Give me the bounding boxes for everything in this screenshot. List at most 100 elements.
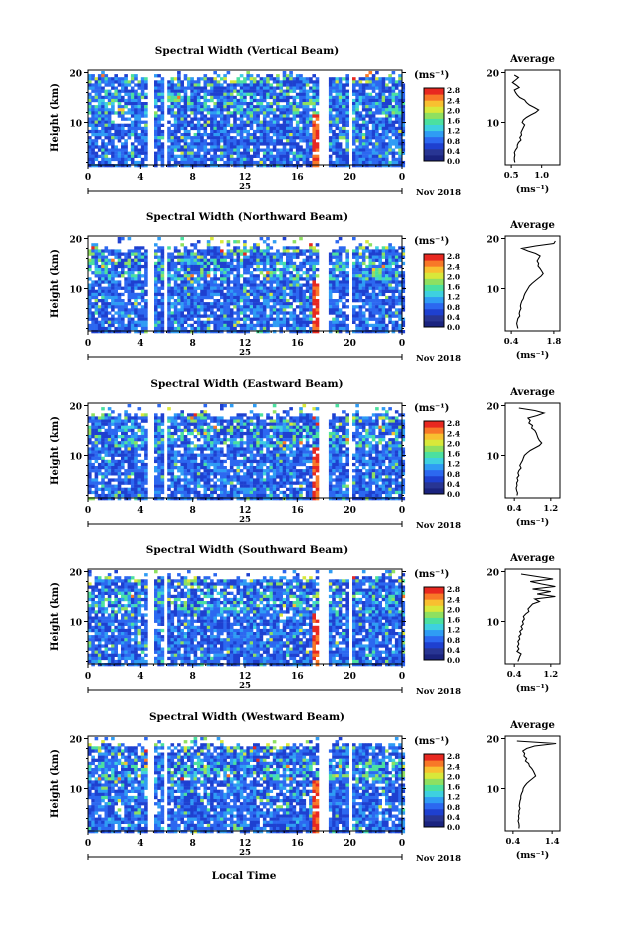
heatmap-cell — [293, 296, 297, 299]
heatmap-cell — [395, 253, 399, 256]
heatmap-cell — [217, 259, 221, 262]
heatmap-cell — [359, 330, 363, 333]
heatmap-cell — [233, 327, 237, 330]
heatmap-cell — [105, 133, 109, 136]
heatmap-cell — [273, 262, 277, 265]
heatmap-cell — [138, 102, 142, 105]
heatmap-cell — [365, 136, 369, 139]
heatmap-cell — [124, 478, 128, 481]
heatmap-cell — [385, 152, 389, 155]
heatmap-cell — [180, 139, 184, 142]
heatmap-cell — [128, 488, 132, 491]
heatmap-cell — [283, 315, 287, 318]
heatmap-cell — [375, 321, 379, 324]
heatmap-cell — [289, 280, 293, 283]
heatmap-cell — [187, 311, 191, 314]
heatmap-cell — [273, 118, 277, 121]
heatmap-cell — [385, 133, 389, 136]
heatmap-cell — [200, 139, 204, 142]
heatmap-cell — [395, 114, 399, 117]
heatmap-cell — [329, 256, 333, 259]
heatmap-cell — [210, 108, 214, 111]
heatmap-cell — [141, 311, 145, 314]
heatmap-cell — [91, 302, 95, 305]
heatmap-cell — [266, 96, 270, 99]
heatmap-cell — [194, 302, 198, 305]
heatmap-cell — [382, 302, 386, 305]
heatmap-cell — [365, 142, 369, 145]
heatmap-cell — [210, 93, 214, 96]
heatmap-cell — [227, 71, 231, 74]
heatmap-cell — [253, 121, 257, 124]
colorbar-swatch — [424, 100, 444, 107]
heatmap-cell — [256, 105, 260, 108]
heatmap-cell — [270, 111, 274, 114]
heatmap-cell — [118, 318, 122, 321]
heatmap-cell — [105, 149, 109, 152]
heatmap-cell — [312, 290, 316, 293]
heatmap-cell — [144, 139, 148, 142]
heatmap-cell — [128, 466, 132, 469]
heatmap-cell — [382, 130, 386, 133]
heatmap-cell — [270, 280, 274, 283]
heatmap-cell — [161, 99, 165, 102]
heatmap-cell — [260, 111, 264, 114]
heatmap-cell — [263, 321, 267, 324]
heatmap-cell — [118, 491, 122, 494]
heatmap-cell — [128, 296, 132, 299]
heatmap-cell — [398, 80, 402, 83]
heatmap-cell — [342, 268, 346, 271]
heatmap-cell — [279, 253, 283, 256]
heatmap-cell — [157, 324, 161, 327]
heatmap-cell — [131, 457, 135, 460]
heatmap-cell — [246, 74, 250, 77]
heatmap-cell — [365, 280, 369, 283]
heatmap-cell — [246, 280, 250, 283]
heatmap-cell — [233, 302, 237, 305]
heatmap-cell — [227, 96, 231, 99]
heatmap-cell — [246, 277, 250, 280]
heatmap-cell — [263, 249, 267, 252]
heatmap-cell — [227, 274, 231, 277]
heatmap-cell — [359, 315, 363, 318]
heatmap-cell — [184, 315, 188, 318]
heatmap-cell — [177, 127, 181, 130]
heatmap-cell — [329, 262, 333, 265]
heatmap-cell — [352, 87, 356, 90]
heatmap-cell — [230, 296, 234, 299]
heatmap-cell — [157, 265, 161, 268]
heatmap-cell — [124, 265, 128, 268]
heatmap-cell — [246, 256, 250, 259]
heatmap-cell — [256, 114, 260, 117]
heatmap-cell — [141, 164, 145, 167]
heatmap-cell — [329, 145, 333, 148]
heatmap-cell — [293, 130, 297, 133]
heatmap-cell — [375, 161, 379, 164]
heatmap-cell — [197, 293, 201, 296]
heatmap-cell — [312, 108, 316, 111]
heatmap-cell — [270, 287, 274, 290]
heatmap-cell — [372, 111, 376, 114]
heatmap-cell — [101, 457, 105, 460]
heatmap-cell — [395, 290, 399, 293]
heatmap-cell — [91, 243, 95, 246]
heatmap-cell — [230, 145, 234, 148]
y-tick-label: 20 — [69, 70, 82, 80]
heatmap-cell — [250, 311, 254, 314]
heatmap-cell — [220, 277, 224, 280]
heatmap-cell — [108, 124, 112, 127]
heatmap-cell — [190, 324, 194, 327]
heatmap-cell — [118, 469, 122, 472]
heatmap-cell — [91, 259, 95, 262]
heatmap-cell — [378, 302, 382, 305]
heatmap-cell — [95, 139, 99, 142]
heatmap-cell — [154, 243, 158, 246]
heatmap-cell — [316, 311, 320, 314]
heatmap-cell — [134, 287, 138, 290]
heatmap-cell — [98, 457, 102, 460]
heatmap-cell — [220, 265, 224, 268]
heatmap-cell — [273, 145, 277, 148]
heatmap-cell — [332, 149, 336, 152]
heatmap-cell — [260, 308, 264, 311]
heatmap-cell — [329, 142, 333, 145]
